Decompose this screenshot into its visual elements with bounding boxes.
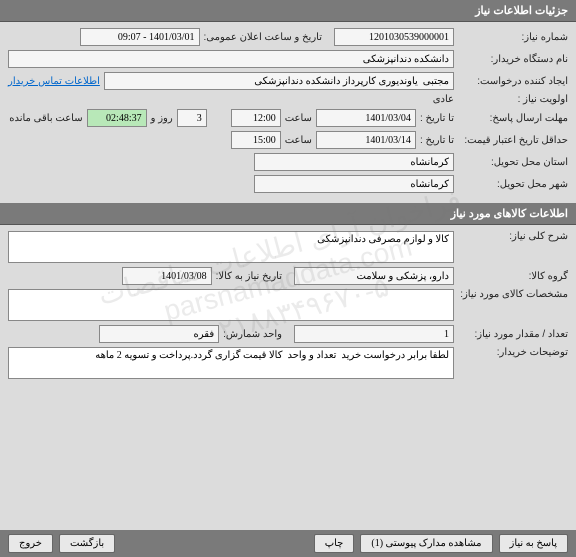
quantity-value xyxy=(294,325,454,343)
category-value xyxy=(294,267,454,285)
specs-value xyxy=(8,289,454,321)
announce-date-label: تاریخ و ساعت اعلان عمومی: xyxy=(204,32,323,43)
section1-header: جزئیات اطلاعات نیاز xyxy=(0,0,576,22)
deadline-days-label: روز و xyxy=(151,113,173,124)
deadline-time xyxy=(231,109,281,127)
priority-value: عادی xyxy=(433,94,454,105)
creator-label: ایجاد کننده درخواست: xyxy=(458,76,568,87)
row-priority: اولویت نیاز : عادی xyxy=(8,94,568,105)
buyer-contact-link[interactable]: اطلاعات تماس خریدار xyxy=(8,76,100,87)
valid-until-to-label: تا تاریخ : xyxy=(420,135,454,146)
quantity-label: تعداد / مقدار مورد نیاز: xyxy=(458,329,568,340)
deadline-date xyxy=(316,109,416,127)
creator-value xyxy=(104,72,454,90)
valid-until-label: حداقل تاریخ اعتبار قیمت: xyxy=(458,135,568,146)
deadline-remaining xyxy=(87,109,147,127)
need-number-label: شماره نیاز: xyxy=(458,32,568,43)
valid-until-time-label: ساعت xyxy=(285,135,312,146)
city-value xyxy=(254,175,454,193)
respond-button[interactable]: پاسخ به نیاز xyxy=(499,534,569,553)
buyer-name-value xyxy=(8,50,454,68)
province-label: استان محل تحویل: xyxy=(458,157,568,168)
need-date-label: تاریخ نیاز به کالا: xyxy=(216,271,282,282)
attachments-button[interactable]: مشاهده مدارک پیوستی (1) xyxy=(360,534,492,553)
row-specs: مشخصات کالای مورد نیاز: xyxy=(8,289,568,321)
valid-until-time xyxy=(231,131,281,149)
row-creator: ایجاد کننده درخواست: اطلاعات تماس خریدار xyxy=(8,72,568,90)
row-buyer-name: نام دستگاه خریدار: xyxy=(8,50,568,68)
priority-label: اولویت نیاز : xyxy=(458,94,568,105)
valid-until-date xyxy=(316,131,416,149)
back-button[interactable]: بازگشت xyxy=(59,534,115,553)
buyer-notes-label: توضیحات خریدار: xyxy=(458,347,568,358)
row-summary: شرح کلی نیاز: کالا و لوازم مصرفی دندانپز… xyxy=(8,231,568,263)
deadline-days xyxy=(177,109,207,127)
buyer-notes-value: لطفا برابر درخواست خرید تعداد و واحد کال… xyxy=(8,347,454,379)
row-deadline: مهلت ارسال پاسخ: تا تاریخ : ساعت روز و س… xyxy=(8,109,568,127)
bottom-bar: پاسخ به نیاز مشاهده مدارک پیوستی (1) چاپ… xyxy=(0,530,576,557)
row-quantity: تعداد / مقدار مورد نیاز: واحد شمارش: xyxy=(8,325,568,343)
row-category: گروه کالا: تاریخ نیاز به کالا: xyxy=(8,267,568,285)
need-number-value xyxy=(334,28,454,46)
specs-label: مشخصات کالای مورد نیاز: xyxy=(458,289,568,300)
deadline-to-label: تا تاریخ : xyxy=(420,113,454,124)
summary-label: شرح کلی نیاز: xyxy=(458,231,568,242)
row-province: استان محل تحویل: xyxy=(8,153,568,171)
need-date-value xyxy=(122,267,212,285)
main-container: جزئیات اطلاعات نیاز شماره نیاز: تاریخ و … xyxy=(0,0,576,557)
deadline-remaining-label: ساعت باقی مانده xyxy=(9,113,82,124)
section2-body: شرح کلی نیاز: کالا و لوازم مصرفی دندانپز… xyxy=(0,225,576,530)
deadline-label: مهلت ارسال پاسخ: xyxy=(458,113,568,124)
unit-label: واحد شمارش: xyxy=(223,329,282,340)
city-label: شهر محل تحویل: xyxy=(458,179,568,190)
summary-value: کالا و لوازم مصرفی دندانپزشکی xyxy=(8,231,454,263)
section1-body: شماره نیاز: تاریخ و ساعت اعلان عمومی: نا… xyxy=(0,22,576,203)
row-need-number: شماره نیاز: تاریخ و ساعت اعلان عمومی: xyxy=(8,28,568,46)
category-label: گروه کالا: xyxy=(458,271,568,282)
unit-value xyxy=(99,325,219,343)
row-city: شهر محل تحویل: xyxy=(8,175,568,193)
deadline-time-label: ساعت xyxy=(285,113,312,124)
announce-date-value xyxy=(80,28,200,46)
buyer-name-label: نام دستگاه خریدار: xyxy=(458,54,568,65)
section2-header: اطلاعات کالاهای مورد نیاز xyxy=(0,203,576,225)
row-valid-until: حداقل تاریخ اعتبار قیمت: تا تاریخ : ساعت xyxy=(8,131,568,149)
exit-button[interactable]: خروج xyxy=(8,534,53,553)
row-buyer-notes: توضیحات خریدار: لطفا برابر درخواست خرید … xyxy=(8,347,568,379)
print-button[interactable]: چاپ xyxy=(314,534,355,553)
province-value xyxy=(254,153,454,171)
